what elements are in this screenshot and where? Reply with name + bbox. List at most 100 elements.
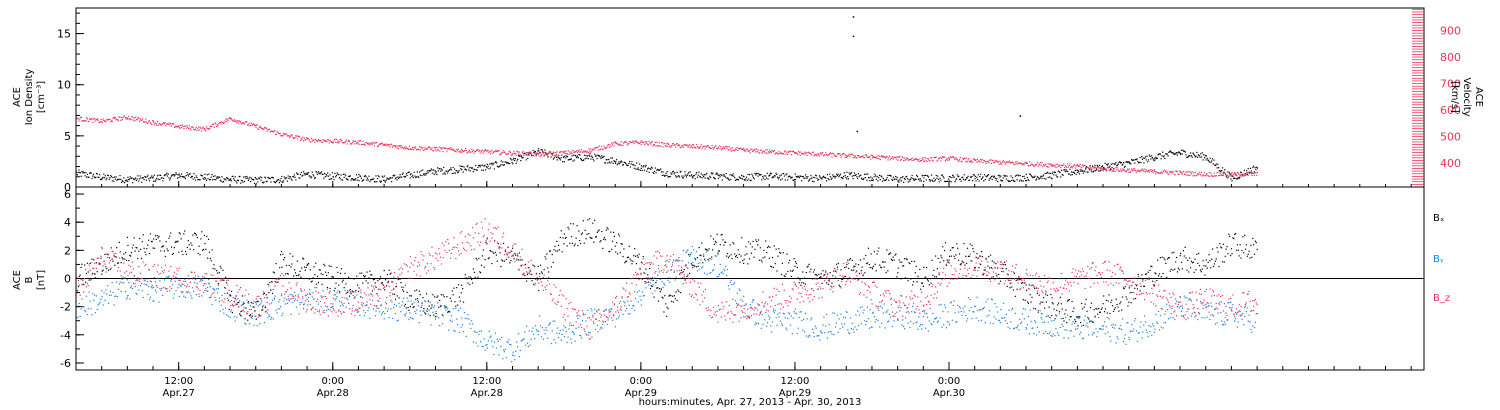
- top-series-black-point: [933, 177, 935, 179]
- top-series-black-point: [393, 175, 395, 177]
- top-series-red-point: [666, 145, 668, 147]
- top-series-black-point: [1163, 155, 1165, 157]
- top-series-red-point: [648, 140, 650, 142]
- bottom-series-blue-point: [325, 309, 328, 311]
- top-series-black-point: [1240, 171, 1242, 174]
- top-series-black-point: [901, 177, 903, 179]
- bottom-series-black-point: [1256, 248, 1258, 251]
- top-series-black-point: [286, 177, 288, 179]
- top-series-red-point: [1010, 162, 1012, 164]
- top-series-black-point: [503, 164, 505, 166]
- top-series-red-point: [594, 147, 596, 149]
- top-series-red-point: [1053, 165, 1055, 167]
- bottom-series-black-point: [108, 257, 111, 259]
- top-series-black-point: [938, 181, 940, 183]
- bottom-series-black-point: [539, 264, 542, 266]
- bottom-series-black-point: [1042, 301, 1044, 303]
- top-series-black-point: [148, 180, 151, 182]
- top-series-black-point: [381, 175, 383, 177]
- top-series-black-point: [250, 180, 252, 183]
- bottom-series-black-point: [1200, 271, 1202, 273]
- top-series-black-point: [1244, 172, 1246, 175]
- bottom-series-blue-point: [127, 294, 129, 296]
- bottom-series-black-point: [285, 273, 287, 275]
- bottom-series-black-point: [82, 279, 84, 281]
- bottom-series-black-point: [194, 233, 197, 235]
- top-series-red-point: [1251, 174, 1253, 176]
- bottom-series-black-point: [126, 236, 129, 239]
- top-series-black-point: [209, 179, 211, 181]
- bottom-series-black-point: [1166, 276, 1168, 278]
- bottom-series-black-point: [223, 279, 225, 281]
- bottom-series-black-point: [1170, 268, 1172, 270]
- top-series-black-point: [438, 168, 440, 170]
- top-series-red-point: [89, 118, 91, 120]
- top-series-black-point: [983, 180, 985, 182]
- top-series-red-point: [415, 147, 417, 149]
- top-series-red-point: [1060, 164, 1063, 167]
- top-series-red-point: [627, 142, 629, 145]
- top-series-black-point: [1123, 166, 1126, 168]
- bottom-series-black-point: [239, 314, 242, 316]
- bottom-series-black-point: [1098, 307, 1100, 310]
- bottom-series-blue-point: [195, 294, 197, 296]
- top-series-black-point: [900, 180, 902, 182]
- bottom-series-black-point: [204, 243, 206, 245]
- bottom-series-black-point: [1150, 265, 1152, 267]
- top-series-red-point: [584, 150, 586, 152]
- top-series-red-point: [1154, 169, 1156, 171]
- top-series-black-point: [1032, 176, 1035, 178]
- bottom-series-black-point: [1180, 261, 1183, 263]
- bottom-series-blue-point: [207, 290, 209, 292]
- top-series-black-point: [389, 176, 391, 179]
- top-series-red-point: [212, 123, 214, 126]
- top-series-red-point: [983, 160, 986, 162]
- top-series-red-point: [1076, 164, 1078, 166]
- bottom-series-black-point: [671, 295, 674, 297]
- top-series-red-point: [1032, 165, 1035, 167]
- top-series-black-point: [334, 172, 336, 174]
- top-series-red-point: [798, 152, 800, 154]
- bottom-series-black-point: [245, 307, 247, 309]
- bottom-series-black-point: [907, 280, 909, 282]
- top-series-black-point: [1145, 159, 1147, 161]
- top-series-black-point: [120, 178, 122, 180]
- top-series-black-point: [843, 172, 845, 174]
- top-series-black-point: [290, 178, 292, 180]
- bottom-series-blue-point: [201, 295, 203, 297]
- bottom-series-black-point: [710, 235, 712, 237]
- top-series-red-point: [1028, 164, 1030, 167]
- top-series-black-point: [487, 165, 489, 167]
- top-series-black-point: [333, 178, 335, 181]
- top-series-black-point: [336, 172, 338, 174]
- top-series-red-point: [791, 150, 793, 153]
- bottom-series-black-point: [214, 268, 216, 270]
- top-series-red-point: [731, 147, 733, 149]
- bottom-series-black-point: [524, 274, 526, 277]
- top-series-black-point: [1009, 180, 1011, 182]
- bottom-series-black-point: [1043, 296, 1045, 299]
- top-series-red-point: [120, 116, 123, 119]
- bottom-series-black-point: [1061, 308, 1063, 310]
- bottom-series-black-point: [256, 300, 258, 303]
- top-series-black-point: [695, 173, 697, 175]
- top-series-red-point: [488, 152, 490, 154]
- top-series-red-point: [280, 135, 282, 137]
- top-series-red-point: [189, 127, 191, 129]
- top-series-black-point: [1141, 155, 1143, 158]
- bottom-series-black-point: [1217, 251, 1219, 253]
- top-series-red-point: [660, 145, 662, 147]
- top-series-black-point: [1226, 177, 1228, 179]
- top-series-black-point: [156, 175, 159, 177]
- top-series-black-point: [1206, 157, 1208, 159]
- top-series-black-point: [267, 176, 269, 179]
- top-series-black-point: [719, 176, 721, 178]
- top-series-red-point: [706, 145, 709, 147]
- top-series-black-point: [726, 177, 728, 179]
- top-series-black-point: [123, 177, 125, 179]
- bottom-series-black-point: [544, 256, 546, 258]
- bottom-series-blue-point: [258, 315, 260, 317]
- top-series-black-point: [948, 180, 951, 182]
- top-series-black-point: [1108, 166, 1110, 168]
- top-series-black-point: [1140, 161, 1142, 164]
